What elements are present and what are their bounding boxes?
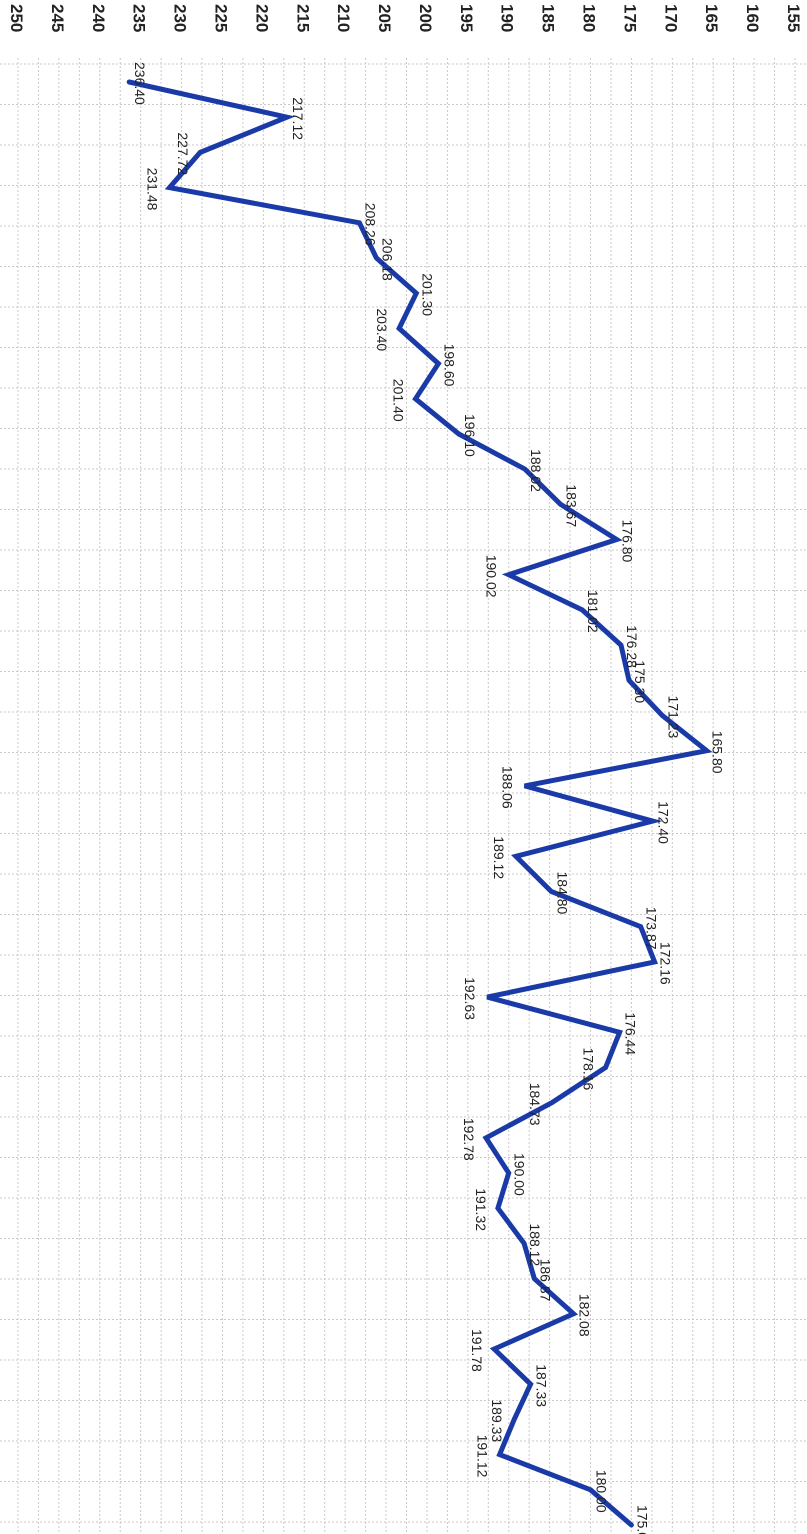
data-label: 181.02 bbox=[585, 590, 601, 633]
data-label: 171.23 bbox=[665, 696, 681, 739]
y-tick-label: 210 bbox=[334, 4, 353, 32]
y-tick-label: 250 bbox=[7, 4, 26, 32]
y-tick-label: 170 bbox=[661, 4, 680, 32]
y-tick-label: 205 bbox=[375, 4, 394, 32]
data-label: 173.87 bbox=[644, 907, 660, 950]
data-label: 188.02 bbox=[528, 449, 544, 492]
data-label: 176.44 bbox=[623, 1012, 639, 1055]
y-tick-label: 235 bbox=[130, 4, 149, 32]
series-line-group bbox=[126, 79, 713, 1528]
data-label: 201.40 bbox=[391, 379, 407, 422]
data-label: 227.72 bbox=[175, 132, 191, 175]
data-label: 189.12 bbox=[491, 836, 507, 879]
y-tick-label: 165 bbox=[702, 4, 721, 32]
y-tick-label: 220 bbox=[252, 4, 271, 32]
y-tick-label: 215 bbox=[293, 4, 312, 32]
data-label: 231.48 bbox=[145, 168, 161, 211]
data-label: 176.28 bbox=[624, 625, 640, 668]
y-tick-label: 200 bbox=[416, 4, 435, 32]
data-label: 190.00 bbox=[512, 1153, 528, 1196]
data-label: 188.06 bbox=[500, 766, 516, 809]
data-label: 178.16 bbox=[581, 1048, 597, 1091]
data-label: 186.87 bbox=[537, 1259, 553, 1302]
data-label: 206.18 bbox=[379, 238, 395, 281]
y-tick-label: 195 bbox=[457, 4, 476, 32]
data-label: 182.08 bbox=[577, 1294, 593, 1337]
data-label: 172.16 bbox=[658, 942, 674, 985]
data-label: 175.30 bbox=[632, 660, 648, 703]
data-label: 188.12 bbox=[527, 1223, 543, 1266]
data-label: 190.02 bbox=[484, 555, 500, 598]
data-label: 196.10 bbox=[462, 414, 478, 457]
data-label: 175.00 bbox=[634, 1505, 650, 1534]
y-tick-label: 180 bbox=[580, 4, 599, 32]
data-label: 187.33 bbox=[534, 1364, 550, 1407]
data-label: 165.80 bbox=[710, 731, 726, 774]
y-tick-label: 175 bbox=[620, 4, 639, 32]
data-label: 176.80 bbox=[620, 520, 636, 563]
data-label: 184.80 bbox=[554, 872, 570, 915]
data-label: 180.00 bbox=[594, 1470, 610, 1513]
data-label: 172.40 bbox=[656, 801, 672, 844]
data-label: 203.40 bbox=[374, 308, 390, 351]
data-label: 191.12 bbox=[475, 1435, 491, 1478]
data-label: 184.73 bbox=[527, 1083, 543, 1126]
grid bbox=[0, 58, 807, 1534]
data-label: 236.40 bbox=[132, 62, 148, 105]
data-label: 191.32 bbox=[473, 1188, 489, 1231]
data-label: 198.60 bbox=[441, 344, 457, 387]
data-label: 208.26 bbox=[362, 203, 378, 246]
data-label: 201.30 bbox=[419, 273, 435, 316]
data-label: 183.67 bbox=[564, 484, 580, 527]
y-tick-label: 160 bbox=[743, 4, 762, 32]
data-label: 192.78 bbox=[461, 1118, 477, 1161]
data-label: 189.33 bbox=[489, 1399, 505, 1442]
y-tick-label: 185 bbox=[539, 4, 558, 32]
data-label: 217.12 bbox=[290, 97, 306, 140]
y-tick-label: 245 bbox=[48, 4, 67, 32]
y-tick-label: 225 bbox=[211, 4, 230, 32]
y-tick-label: 190 bbox=[498, 4, 517, 32]
y-tick-label: 230 bbox=[171, 4, 190, 32]
data-label: 192.63 bbox=[462, 977, 478, 1020]
y-tick-label: 240 bbox=[89, 4, 108, 32]
data-label: 191.78 bbox=[469, 1329, 485, 1372]
y-axis-ticks: 155 160 165 170 175 180 185 190 195 200 205 210 215 2… bbox=[7, 4, 803, 32]
series-line bbox=[126, 79, 713, 1528]
y-tick-label: 155 bbox=[784, 4, 803, 32]
